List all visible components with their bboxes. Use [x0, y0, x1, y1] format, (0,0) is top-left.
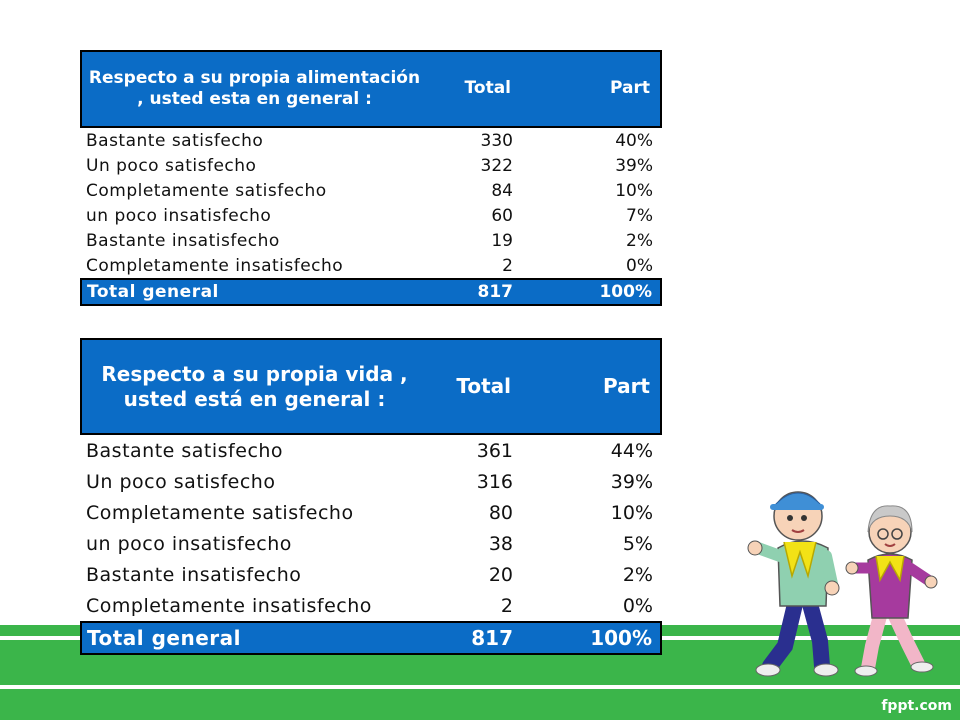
row-part: 7%: [626, 205, 653, 226]
row-part: 39%: [615, 155, 653, 176]
food-satisfaction-table: Respecto a su propia alimentación , uste…: [80, 50, 662, 306]
total-header: Total: [427, 50, 521, 127]
row-label: Un poco satisfecho: [86, 470, 276, 493]
row-label: Bastante satisfecho: [86, 439, 284, 462]
total-count: 817: [427, 621, 521, 655]
row-total: 84: [491, 180, 513, 201]
row-total: 60: [491, 205, 513, 226]
table-row: Un poco satisfecho 322 39%: [81, 153, 661, 178]
row-part: 5%: [622, 532, 653, 555]
row-part: 2%: [626, 230, 653, 251]
row-part: 0%: [626, 255, 653, 276]
row-label: Completamente satisfecho: [86, 180, 327, 201]
row-label: Bastante insatisfecho: [86, 230, 280, 251]
row-label: Un poco satisfecho: [86, 155, 257, 176]
table-row: Bastante satisfecho 361 44%: [81, 434, 661, 466]
row-total: 316: [476, 470, 513, 493]
total-row: Total general 817 100%: [80, 278, 662, 306]
row-total: 80: [488, 501, 513, 524]
row-total: 322: [480, 155, 513, 176]
row-total: 361: [476, 439, 513, 462]
total-count: 817: [427, 278, 521, 306]
row-part: 0%: [622, 594, 653, 617]
table-row: Completamente satisfecho 84 10%: [81, 178, 661, 203]
row-label: Bastante satisfecho: [86, 130, 264, 151]
table-row: Completamente insatisfecho 2 0%: [81, 253, 661, 279]
table-row: Un poco satisfecho 316 39%: [81, 466, 661, 497]
row-total: 19: [491, 230, 513, 251]
total-label: Total general: [80, 278, 427, 306]
jogging-man: [747, 491, 840, 677]
table-row: Completamente satisfecho 80 10%: [81, 497, 661, 528]
row-total: 330: [480, 130, 513, 151]
row-part: 44%: [610, 439, 653, 462]
question-header: Respecto a su propia alimentación , uste…: [80, 50, 427, 127]
row-label: Completamente satisfecho: [86, 501, 354, 524]
row-label: Bastante insatisfecho: [86, 563, 302, 586]
row-label: un poco insatisfecho: [86, 532, 292, 555]
life-satisfaction-table: Respecto a su propia vida , usted está e…: [80, 338, 662, 655]
row-total: 2: [500, 594, 513, 617]
table-row: Bastante satisfecho 330 40%: [81, 127, 661, 153]
row-label: Completamente insatisfecho: [86, 255, 344, 276]
fppt-logo: fppt.com: [881, 698, 952, 714]
part-header: Part: [521, 50, 662, 127]
question-header: Respecto a su propia vida , usted está e…: [80, 338, 427, 434]
total-label: Total general: [80, 621, 427, 655]
table-row: Bastante insatisfecho 19 2%: [81, 228, 661, 253]
row-total: 20: [488, 563, 513, 586]
elderly-couple-jogging-illustration: [747, 491, 938, 677]
jogging-woman: [845, 505, 938, 677]
row-part: 2%: [622, 563, 653, 586]
row-total: 38: [488, 532, 513, 555]
row-label: un poco insatisfecho: [86, 205, 272, 226]
total-row: Total general 817 100%: [80, 621, 662, 655]
total-part: 100%: [521, 621, 662, 655]
row-part: 10%: [610, 501, 653, 524]
row-total: 2: [502, 255, 513, 276]
row-part: 10%: [615, 180, 653, 201]
table-row: Bastante insatisfecho 20 2%: [81, 559, 661, 590]
row-part: 39%: [610, 470, 653, 493]
table-header-row: Respecto a su propia alimentación , uste…: [80, 50, 662, 127]
row-part: 40%: [615, 130, 653, 151]
total-part: 100%: [521, 278, 662, 306]
table-header-row: Respecto a su propia vida , usted está e…: [80, 338, 662, 434]
total-header: Total: [427, 338, 521, 434]
table-row: un poco insatisfecho 38 5%: [81, 528, 661, 559]
part-header: Part: [521, 338, 662, 434]
table-row: Completamente insatisfecho 2 0%: [81, 590, 661, 622]
table-row: un poco insatisfecho 60 7%: [81, 203, 661, 228]
row-label: Completamente insatisfecho: [86, 594, 372, 617]
